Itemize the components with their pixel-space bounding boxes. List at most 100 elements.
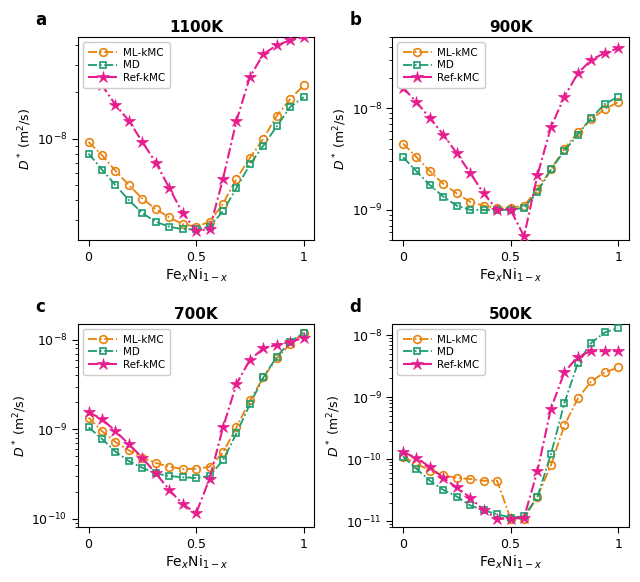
ML-kMC: [192, 466, 200, 473]
MD: [534, 189, 541, 196]
MD: [273, 123, 281, 130]
Ref-kMC: [413, 455, 420, 462]
Line: Ref-kMC: Ref-kMC: [397, 42, 625, 243]
ML-kMC: [574, 395, 582, 402]
Ref-kMC: [232, 118, 240, 125]
ML-kMC: [205, 463, 213, 470]
ML-kMC: [614, 98, 622, 105]
ML-kMC: [547, 166, 555, 173]
X-axis label: Fe$_x$Ni$_{1-x}$: Fe$_x$Ni$_{1-x}$: [479, 267, 542, 284]
MD: [205, 473, 213, 480]
Line: ML-kMC: ML-kMC: [84, 81, 307, 230]
MD: [614, 93, 622, 100]
X-axis label: Fe$_x$Ni$_{1-x}$: Fe$_x$Ni$_{1-x}$: [479, 553, 542, 571]
MD: [98, 435, 106, 442]
ML-kMC: [480, 477, 488, 484]
MD: [259, 374, 267, 381]
Y-axis label: $D^*$ (m$^2$/s): $D^*$ (m$^2$/s): [331, 108, 349, 170]
MD: [152, 470, 159, 477]
Ref-kMC: [205, 475, 213, 482]
ML-kMC: [399, 453, 407, 460]
Ref-kMC: [561, 369, 568, 376]
MD: [453, 493, 461, 500]
MD: [84, 150, 92, 157]
ML-kMC: [588, 116, 595, 123]
ML-kMC: [547, 462, 555, 469]
Ref-kMC: [192, 227, 200, 234]
ML-kMC: [287, 340, 294, 347]
Ref-kMC: [259, 345, 267, 352]
Ref-kMC: [246, 356, 253, 363]
Ref-kMC: [614, 347, 622, 354]
ML-kMC: [232, 424, 240, 431]
Ref-kMC: [547, 124, 555, 131]
Ref-kMC: [165, 487, 173, 494]
Ref-kMC: [84, 66, 92, 73]
ML-kMC: [273, 112, 281, 119]
ML-kMC: [426, 168, 434, 175]
MD: [467, 502, 474, 509]
Ref-kMC: [601, 347, 609, 354]
MD: [440, 487, 447, 494]
MD: [165, 473, 173, 480]
Ref-kMC: [259, 51, 267, 58]
Ref-kMC: [561, 93, 568, 100]
ML-kMC: [601, 106, 609, 113]
Ref-kMC: [440, 131, 447, 138]
ML-kMC: [205, 218, 213, 225]
MD: [111, 182, 119, 189]
Ref-kMC: [467, 169, 474, 176]
Ref-kMC: [426, 463, 434, 470]
Ref-kMC: [287, 37, 294, 44]
Title: 1100K: 1100K: [169, 20, 223, 35]
ML-kMC: [440, 472, 447, 479]
Ref-kMC: [574, 70, 582, 77]
ML-kMC: [246, 154, 253, 161]
Line: MD: MD: [399, 325, 621, 521]
ML-kMC: [219, 200, 227, 207]
ML-kMC: [138, 454, 146, 461]
Ref-kMC: [601, 49, 609, 56]
Ref-kMC: [152, 470, 159, 477]
ML-kMC: [125, 447, 132, 454]
Ref-kMC: [493, 515, 501, 522]
MD: [179, 226, 186, 233]
ML-kMC: [561, 422, 568, 429]
MD: [399, 154, 407, 161]
Ref-kMC: [98, 416, 106, 423]
Ref-kMC: [614, 45, 622, 52]
Ref-kMC: [453, 150, 461, 157]
Ref-kMC: [125, 118, 132, 125]
Ref-kMC: [98, 82, 106, 89]
ML-kMC: [426, 467, 434, 474]
MD: [98, 166, 106, 173]
Ref-kMC: [480, 190, 488, 197]
ML-kMC: [300, 82, 308, 89]
Line: Ref-kMC: Ref-kMC: [83, 332, 310, 520]
ML-kMC: [534, 493, 541, 500]
MD: [480, 507, 488, 514]
Legend: ML-kMC, MD, Ref-kMC: ML-kMC, MD, Ref-kMC: [397, 329, 484, 375]
Ref-kMC: [574, 353, 582, 360]
MD: [84, 424, 92, 431]
MD: [614, 324, 622, 331]
ML-kMC: [84, 414, 92, 421]
ML-kMC: [561, 146, 568, 152]
ML-kMC: [152, 459, 159, 466]
MD: [588, 339, 595, 346]
Ref-kMC: [399, 84, 407, 91]
MD: [246, 401, 253, 408]
MD: [520, 513, 528, 520]
MD: [467, 207, 474, 214]
Ref-kMC: [300, 34, 308, 41]
ML-kMC: [84, 139, 92, 146]
Title: 700K: 700K: [174, 307, 218, 321]
Y-axis label: $D^*$ (m$^2$/s): $D^*$ (m$^2$/s): [11, 395, 29, 457]
ML-kMC: [165, 214, 173, 221]
ML-kMC: [574, 129, 582, 136]
ML-kMC: [453, 190, 461, 197]
Line: ML-kMC: ML-kMC: [399, 364, 622, 523]
MD: [453, 202, 461, 209]
Legend: ML-kMC, MD, Ref-kMC: ML-kMC, MD, Ref-kMC: [397, 42, 484, 88]
ML-kMC: [111, 438, 119, 445]
